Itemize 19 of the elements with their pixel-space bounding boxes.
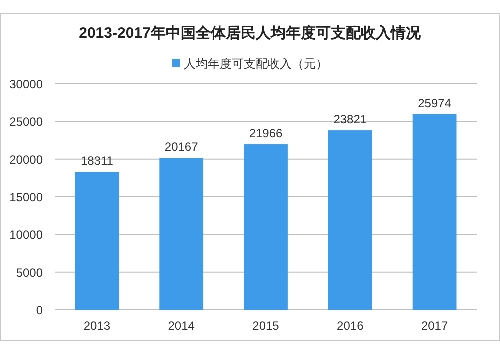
y-tick-label: 0 [36,304,44,318]
y-tick-label: 5000 [16,266,44,280]
data-label: 21966 [249,126,284,141]
data-label: 23821 [334,112,368,127]
y-tick-label: 15000 [10,190,44,204]
legend-label: 人均年度可支配收入（元） [184,57,328,71]
y-tick-label: 20000 [10,152,44,167]
y-tick-label: 30000 [10,78,44,92]
x-tick-label: 2016 [337,319,364,333]
data-label: 25974 [418,96,452,110]
x-tick-label: 2013 [84,319,111,333]
data-label: 20167 [164,140,199,154]
y-tick-label: 10000 [10,228,44,242]
x-tick-label: 2014 [168,319,196,333]
x-tick-label: 2017 [421,319,448,333]
y-tick-label: 25000 [10,115,44,130]
x-tick-label: 2015 [252,319,280,333]
title: 2013-2017年中国全体居民人均年度可支配收入情况 [79,25,421,42]
data-label: 18311 [80,154,114,168]
